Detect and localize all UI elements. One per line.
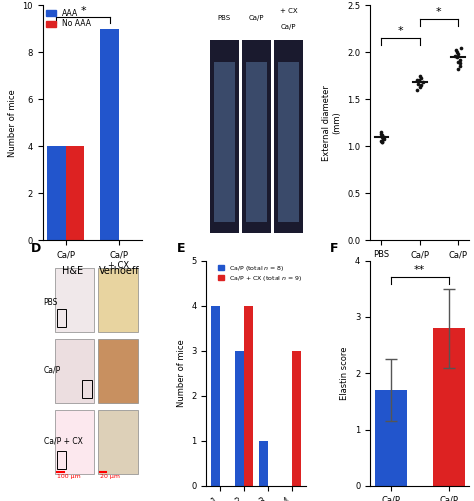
Y-axis label: Number of mice: Number of mice: [8, 89, 17, 157]
Bar: [66, 146, 84, 240]
Text: *: *: [398, 26, 403, 36]
Point: [379, 138, 386, 146]
FancyBboxPatch shape: [246, 62, 267, 221]
Point: [456, 60, 463, 68]
Point: [456, 62, 464, 70]
Text: Ca/P + CX: Ca/P + CX: [44, 436, 82, 445]
Bar: [211, 306, 220, 486]
Text: D: D: [31, 241, 41, 255]
FancyBboxPatch shape: [98, 410, 138, 473]
Text: *: *: [436, 7, 442, 17]
Point: [454, 58, 462, 66]
Point: [378, 131, 385, 139]
Point: [413, 76, 421, 84]
Text: Ca/P: Ca/P: [249, 16, 264, 22]
Point: [454, 65, 462, 73]
Legend: Ca/P (total $n$ = 8), Ca/P + CX (total $n$ = 9): Ca/P (total $n$ = 8), Ca/P + CX (total $…: [218, 264, 302, 283]
Bar: [244, 306, 253, 486]
Point: [380, 133, 388, 141]
Text: *: *: [80, 6, 86, 16]
FancyBboxPatch shape: [55, 269, 94, 332]
Text: PBS: PBS: [44, 298, 58, 307]
Bar: [47, 146, 66, 240]
Text: E: E: [177, 241, 185, 255]
Point: [451, 52, 459, 60]
FancyBboxPatch shape: [98, 269, 138, 332]
FancyBboxPatch shape: [55, 410, 94, 473]
FancyBboxPatch shape: [278, 62, 299, 221]
Point: [452, 46, 460, 54]
FancyBboxPatch shape: [55, 340, 94, 403]
Point: [417, 75, 425, 83]
Bar: [100, 29, 119, 240]
Point: [453, 48, 461, 56]
Point: [453, 53, 461, 61]
FancyBboxPatch shape: [210, 41, 238, 233]
Point: [456, 56, 464, 64]
Bar: [259, 441, 268, 486]
Text: 100 μm: 100 μm: [56, 473, 80, 478]
Point: [454, 50, 462, 58]
Text: H&E: H&E: [62, 266, 83, 276]
FancyBboxPatch shape: [214, 62, 235, 221]
Text: Ca/P: Ca/P: [281, 24, 296, 30]
Y-axis label: Number of mice: Number of mice: [177, 339, 186, 407]
Bar: [374, 390, 407, 486]
Y-axis label: External diameter
(mm): External diameter (mm): [322, 85, 342, 161]
Point: [377, 130, 385, 138]
Text: PBS: PBS: [218, 16, 231, 22]
Point: [457, 44, 465, 52]
Point: [419, 78, 427, 86]
FancyBboxPatch shape: [274, 41, 303, 233]
Bar: [433, 328, 465, 486]
Point: [416, 72, 424, 80]
Text: + CX: + CX: [280, 9, 298, 15]
Point: [377, 128, 385, 136]
Text: **: **: [414, 265, 425, 275]
Legend: AAA, No AAA: AAA, No AAA: [46, 9, 91, 29]
Text: Ca/P: Ca/P: [44, 365, 61, 374]
Text: Verhoeff: Verhoeff: [99, 266, 139, 276]
Point: [416, 83, 423, 91]
Point: [414, 80, 422, 88]
Point: [379, 135, 386, 143]
Point: [413, 86, 421, 94]
Point: [418, 81, 425, 89]
FancyBboxPatch shape: [98, 340, 138, 403]
Y-axis label: Elastin score: Elastin score: [340, 347, 349, 400]
FancyBboxPatch shape: [242, 41, 271, 233]
Text: F: F: [330, 241, 339, 255]
Bar: [235, 351, 244, 486]
Point: [416, 76, 423, 84]
Point: [377, 137, 384, 145]
Point: [378, 138, 385, 146]
Bar: [292, 351, 301, 486]
Point: [381, 135, 388, 143]
Point: [378, 133, 386, 141]
Text: 20 μm: 20 μm: [100, 473, 120, 478]
